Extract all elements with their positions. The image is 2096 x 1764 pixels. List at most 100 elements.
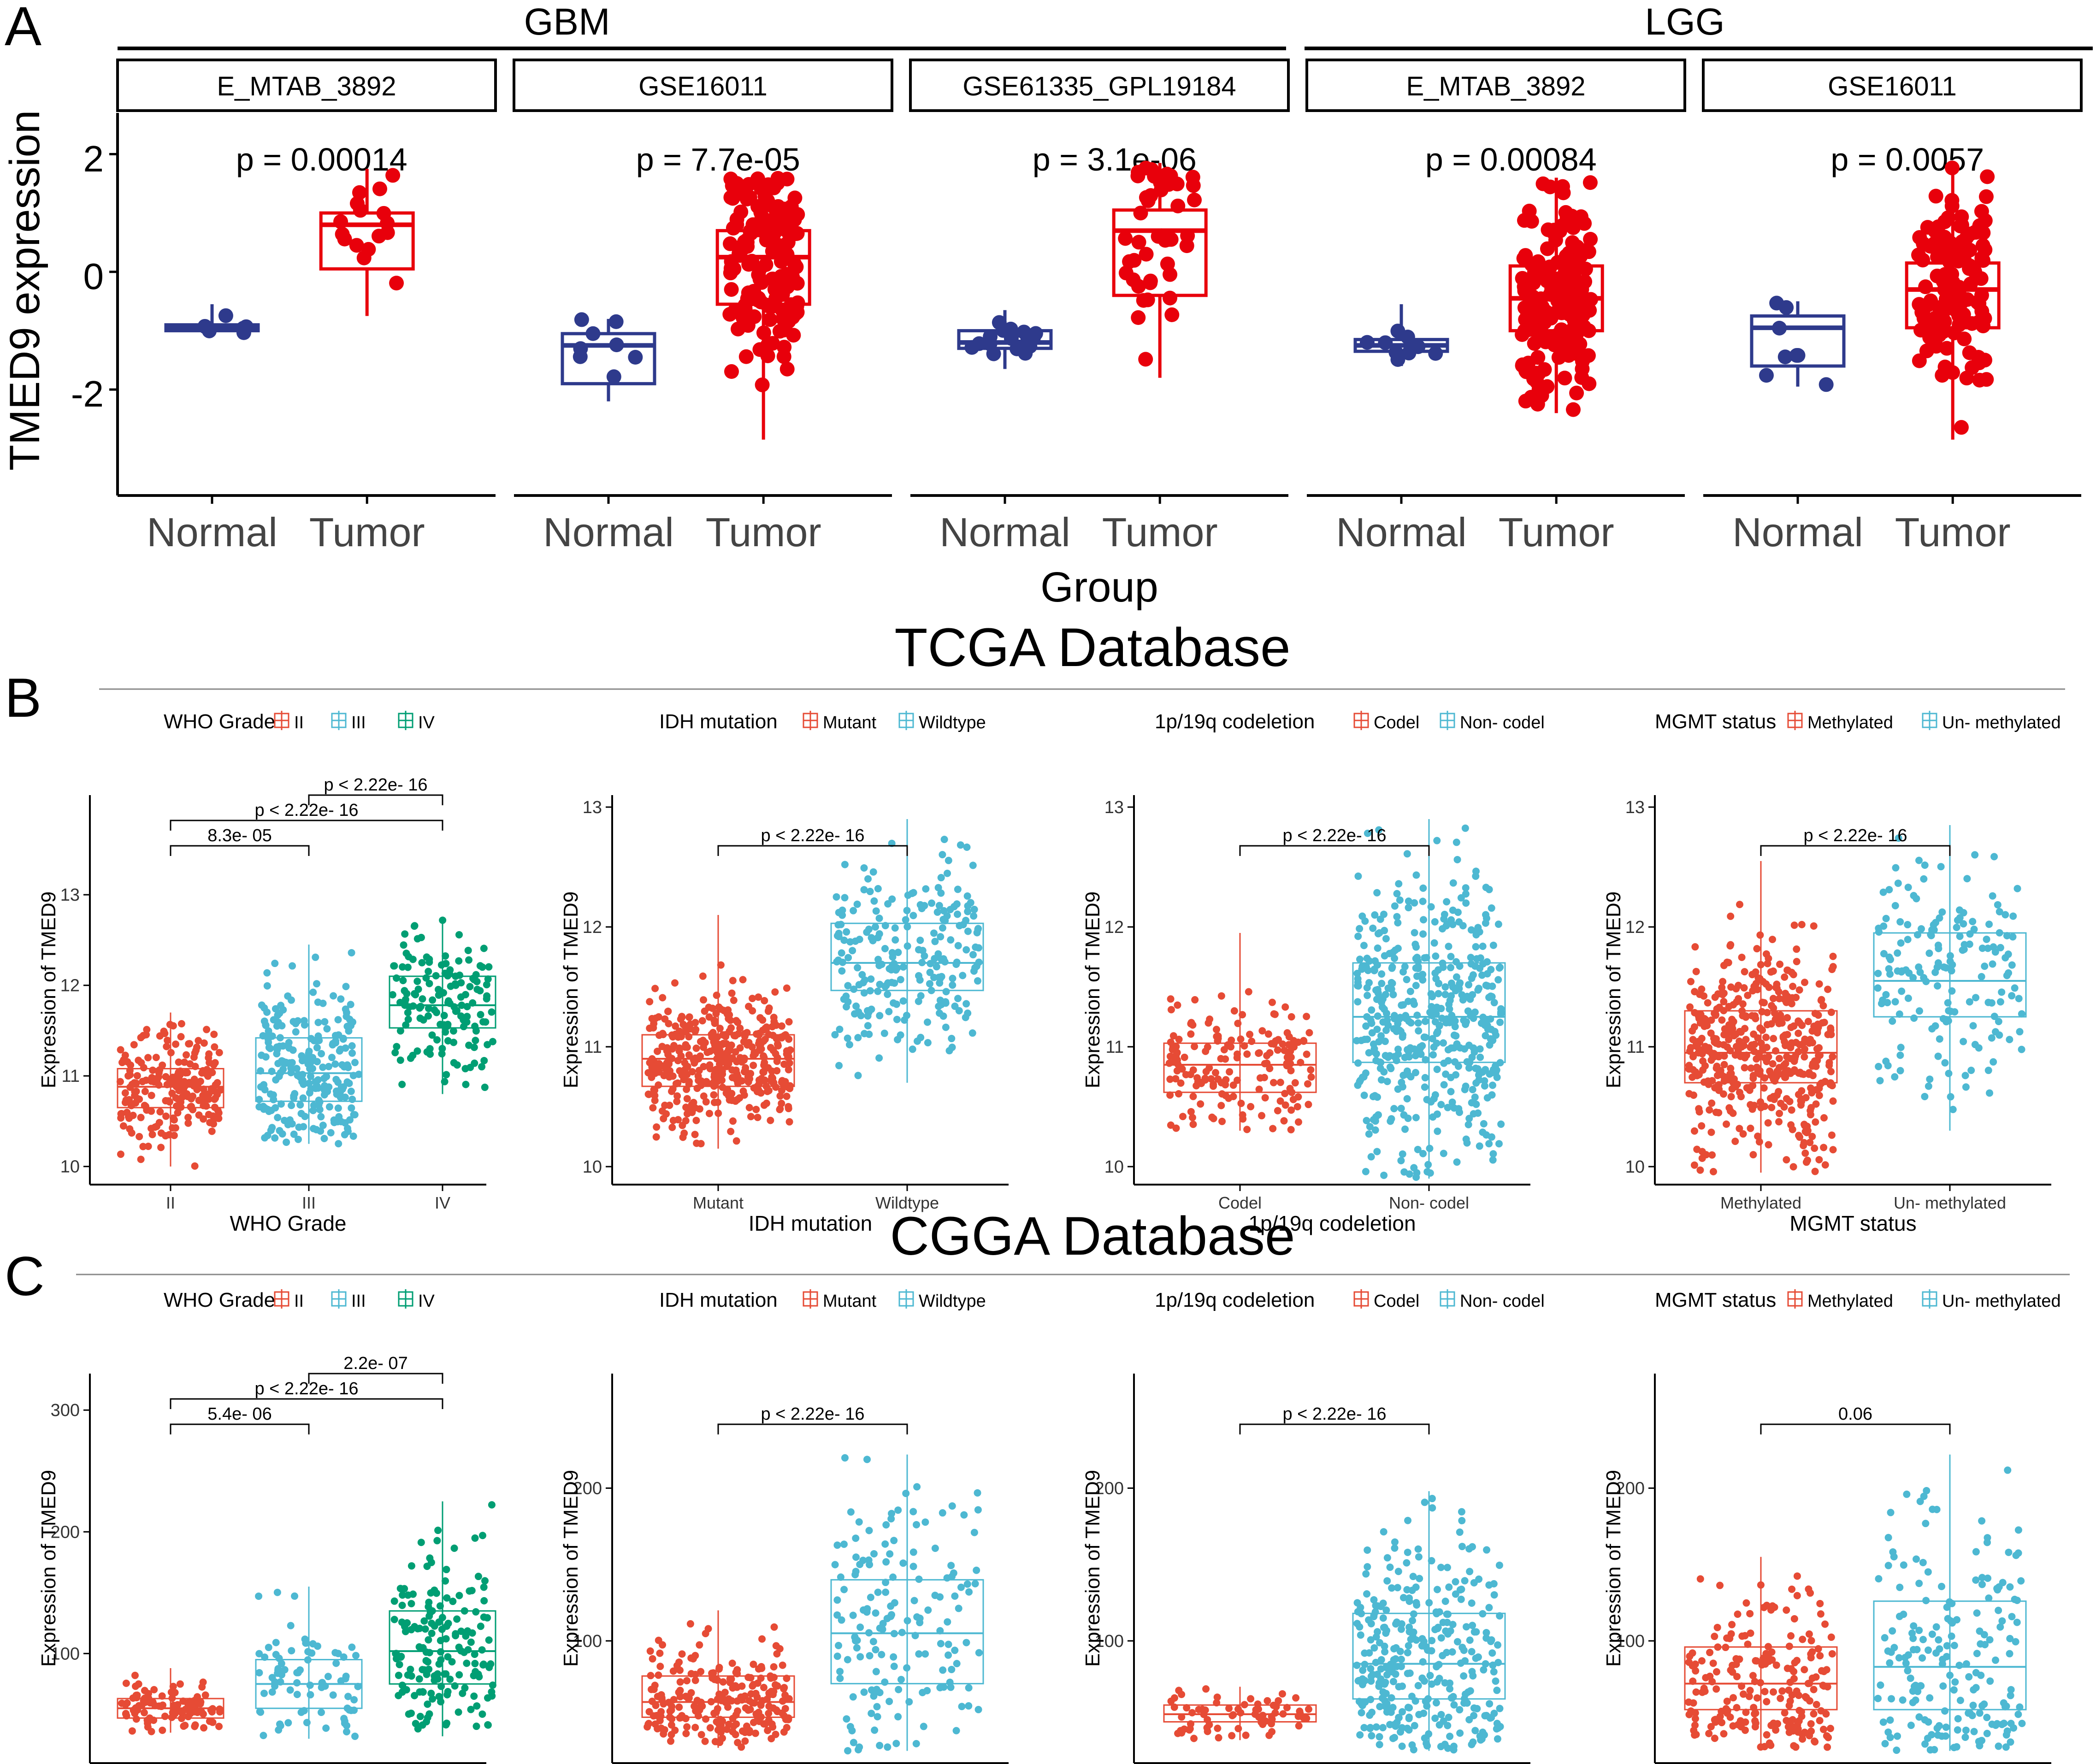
data-point: [1140, 193, 1156, 208]
data-point: [905, 1698, 913, 1706]
data-point: [1820, 1144, 1828, 1151]
data-point: [1741, 968, 1748, 976]
p-value-label: p = 0.0057: [1830, 142, 1984, 177]
data-point: [1380, 1528, 1387, 1536]
data-point: [1245, 988, 1252, 996]
data-point: [1749, 1672, 1757, 1680]
data-point: [1962, 1660, 1970, 1668]
data-point: [648, 1686, 655, 1693]
data-point: [752, 1105, 760, 1113]
data-point: [894, 1713, 902, 1721]
data-point: [852, 1553, 860, 1561]
data-point: [2003, 972, 2011, 979]
data-point: [319, 1121, 327, 1129]
data-point: [1361, 1677, 1369, 1685]
data-point: [1492, 1062, 1500, 1070]
data-point: [699, 972, 707, 980]
data-point: [324, 1673, 332, 1681]
data-point: [1411, 1068, 1419, 1076]
data-point: [1692, 968, 1700, 975]
data-point: [875, 914, 883, 922]
data-point: [757, 1663, 765, 1670]
data-point: [290, 1130, 298, 1138]
data-point: [697, 1668, 705, 1676]
data-point: [1996, 929, 2003, 937]
data-point: [1406, 1670, 1414, 1677]
data-point: [1934, 982, 1942, 990]
data-point: [1382, 1052, 1389, 1060]
data-point: [1164, 307, 1180, 322]
data-point: [1497, 1009, 1505, 1016]
data-point: [328, 1054, 336, 1062]
data-point: [702, 1715, 710, 1723]
data-point: [838, 1616, 845, 1624]
data-point: [931, 938, 939, 945]
data-point: [149, 1074, 157, 1082]
data-point: [2013, 885, 2021, 892]
data-point: [1775, 1055, 1783, 1062]
data-point: [289, 962, 296, 970]
data-point: [2007, 1692, 2014, 1699]
legend-key: [1440, 1289, 1455, 1309]
data-point: [1389, 991, 1397, 998]
data-point: [720, 1007, 728, 1015]
data-point: [780, 1685, 788, 1693]
data-point: [1959, 230, 1974, 245]
data-point: [718, 1068, 726, 1075]
data-point: [683, 1043, 691, 1051]
data-point: [749, 222, 764, 237]
data-point: [1773, 1091, 1781, 1099]
data-point: [196, 1700, 204, 1708]
data-point: [126, 1083, 134, 1091]
data-point: [1485, 1581, 1493, 1589]
data-point: [1726, 1047, 1734, 1055]
data-point: [1768, 1103, 1776, 1111]
data-point: [1751, 1723, 1759, 1731]
data-point: [1462, 899, 1470, 907]
data-point: [342, 1728, 350, 1736]
data-point: [850, 1739, 857, 1746]
data-point: [1795, 1091, 1802, 1098]
data-point: [1935, 944, 1942, 952]
data-point: [863, 1608, 871, 1616]
data-point: [1687, 978, 1695, 985]
data-point: [1753, 1657, 1760, 1665]
data-point: [1947, 1093, 1954, 1101]
data-point: [1942, 1015, 1950, 1023]
data-point: [428, 1607, 436, 1615]
data-point: [732, 1097, 739, 1105]
data-point: [461, 1607, 468, 1615]
data-point: [1884, 1534, 1892, 1541]
data-point: [1709, 1168, 1717, 1175]
data-point: [1199, 1705, 1206, 1713]
data-point: [732, 1032, 739, 1040]
data-point: [1428, 1012, 1436, 1020]
data-point: [1962, 258, 1978, 273]
data-point: [255, 1669, 263, 1676]
data-point: [970, 967, 978, 975]
data-point: [287, 1622, 295, 1629]
data-point: [837, 1573, 844, 1581]
data-point: [835, 930, 843, 938]
data-point: [1718, 984, 1726, 991]
data-point: [1169, 1032, 1177, 1040]
data-point: [331, 1119, 338, 1127]
data-point: [1367, 1696, 1375, 1704]
data-point: [305, 1080, 313, 1087]
data-point: [1727, 1107, 1735, 1115]
data-point: [175, 1087, 183, 1095]
data-point: [884, 900, 892, 908]
legend-label: Un- methylated: [1942, 1292, 2061, 1311]
data-point: [1788, 1585, 1796, 1593]
data-point: [350, 1111, 358, 1119]
data-point: [765, 1717, 773, 1724]
x-tick-label: Tumor: [1895, 509, 2011, 555]
data-point: [665, 1073, 673, 1081]
data-point: [1422, 1056, 1429, 1064]
data-point: [1240, 1042, 1248, 1050]
data-point: [1781, 1709, 1789, 1717]
data-point: [711, 1020, 719, 1027]
data-point: [662, 1110, 670, 1118]
data-point: [1410, 1610, 1417, 1618]
data-point: [871, 1726, 879, 1734]
